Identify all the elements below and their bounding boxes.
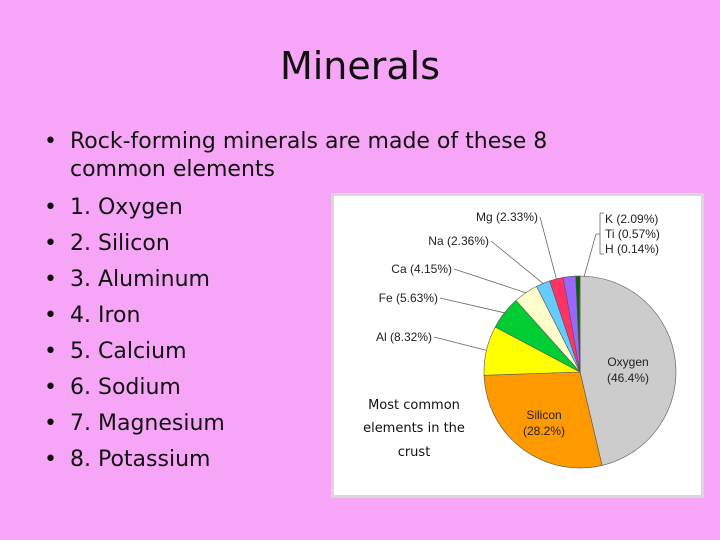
leader-line-al xyxy=(433,336,487,351)
leader-lines xyxy=(433,212,604,351)
slide-title: Minerals xyxy=(279,44,441,88)
chart-caption-line-3: crust xyxy=(398,445,431,460)
slice-label-ca: Ca (4.15%) xyxy=(391,262,452,276)
leader-line-ca xyxy=(453,268,526,294)
bullet-dot: • xyxy=(44,411,57,436)
bullet-dot: • xyxy=(44,267,57,292)
bullet-item: • 4. Iron xyxy=(44,298,650,334)
bullet-text: 6. Sodium xyxy=(70,375,181,400)
slice-label-na: Na (2.36%) xyxy=(428,234,489,248)
pie-chart-panel: Oxygen (46.4%) Silicon (28.2%) Al (8.32%) Fe … xyxy=(331,193,704,498)
chart-caption-line-1: Most common xyxy=(368,398,460,413)
slice-label-h: H (0.14%) xyxy=(605,242,659,256)
slice-labels: Oxygen (46.4%) Silicon (28.2%) Al (8.32%) Fe … xyxy=(376,210,660,438)
pie-slices xyxy=(483,275,677,469)
pie-slice-oxygen xyxy=(579,275,677,466)
slice-label-ti: Ti (0.57%) xyxy=(605,227,660,241)
bullet-dot: • xyxy=(44,375,57,400)
bullet-text: 5. Calcium xyxy=(70,339,187,364)
leader-line-k-ti-h xyxy=(583,233,597,278)
bullet-text: 3. Aluminum xyxy=(70,267,210,292)
bullet-text: 1. Oxygen xyxy=(70,195,183,220)
pie-chart: Oxygen (46.4%) Silicon (28.2%) Al (8.32%) Fe … xyxy=(363,210,677,469)
bullet-item: • 5. Calcium xyxy=(44,334,650,370)
bullet-item: • 2. Silicon xyxy=(44,226,650,262)
bullet-item: • Rock-forming minerals are made of these… xyxy=(44,128,650,184)
slice-label-oxygen: Oxygen xyxy=(607,355,648,369)
bullet-list: • Rock-forming minerals are made of these… xyxy=(44,128,650,478)
slice-label-silicon: Silicon xyxy=(526,408,561,422)
bullet-text: 8. Potassium xyxy=(70,447,211,472)
leader-line-na xyxy=(490,240,544,284)
slice-label-k: K (2.09%) xyxy=(605,212,658,226)
bullet-dot: • xyxy=(44,195,57,220)
slice-label-mg: Mg (2.33%) xyxy=(476,210,538,224)
bullet-dot: • xyxy=(44,303,57,328)
pie-slice-h xyxy=(578,275,581,373)
bullet-text: 7. Magnesium xyxy=(70,411,225,436)
slice-value-silicon: (28.2%) xyxy=(523,424,565,438)
slice-label-fe: Fe (5.63%) xyxy=(379,291,438,305)
bullet-dot: • xyxy=(44,231,57,256)
slice-value-oxygen: (46.4%) xyxy=(607,371,649,385)
chart-caption-line-2: elements in the xyxy=(363,421,465,436)
leader-line-fe xyxy=(439,297,505,314)
bullet-item: • 3. Aluminum xyxy=(44,262,650,298)
bullet-item: • 7. Magnesium xyxy=(44,406,650,442)
slice-label-al: Al (8.32%) xyxy=(376,330,432,344)
bullet-text: 2. Silicon xyxy=(70,231,170,256)
bullet-dot: • xyxy=(44,129,57,154)
bullet-dot: • xyxy=(44,447,57,472)
bullet-item: • 6. Sodium xyxy=(44,370,650,406)
pie-slice-silicon xyxy=(483,371,603,469)
leader-line-mg xyxy=(539,216,557,280)
bullet-text: Rock-forming minerals are made of these … xyxy=(70,129,548,182)
bullet-text: 4. Iron xyxy=(70,303,141,328)
bullet-item: • 8. Potassium xyxy=(44,442,650,478)
bullet-item: • 1. Oxygen xyxy=(44,190,650,226)
bullet-dot: • xyxy=(44,339,57,364)
